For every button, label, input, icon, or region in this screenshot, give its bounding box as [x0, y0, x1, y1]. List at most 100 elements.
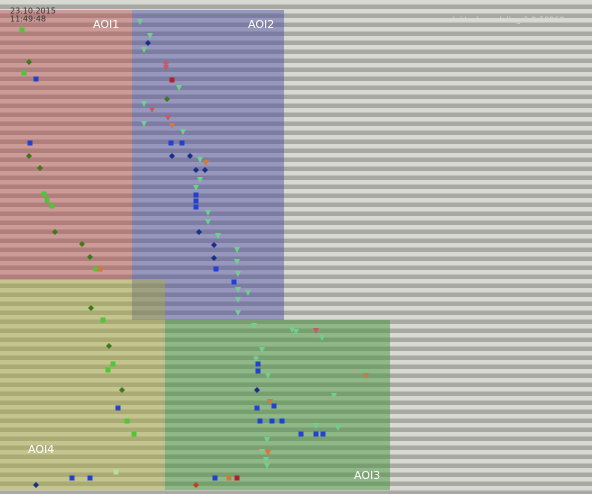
square-marker — [169, 77, 175, 83]
stripe — [0, 175, 592, 181]
stripe — [0, 13, 592, 19]
stripe — [0, 40, 592, 46]
stripe — [0, 27, 592, 32]
triangle-marker — [165, 115, 171, 121]
square-marker — [69, 475, 75, 481]
diamond-marker — [202, 167, 208, 173]
square-marker — [212, 475, 218, 481]
triangle-marker — [163, 65, 169, 71]
square-marker — [255, 361, 261, 367]
triangle-marker — [335, 425, 341, 431]
triangle-marker — [264, 463, 270, 469]
triangle-marker — [251, 323, 257, 329]
diamond-marker — [164, 96, 170, 102]
stripe — [0, 211, 592, 217]
stripe — [0, 301, 592, 307]
triangle-marker — [245, 290, 251, 296]
stripe — [0, 297, 592, 302]
square-marker — [168, 140, 174, 146]
stripe — [0, 76, 592, 82]
aoi-label: AOI4 — [28, 443, 54, 456]
stripe — [0, 220, 592, 226]
stripe — [0, 184, 592, 190]
fixation-markers — [19, 19, 369, 488]
square-marker — [113, 469, 119, 475]
triangle-marker — [313, 328, 319, 334]
triangle-marker — [363, 373, 369, 379]
stripe — [0, 22, 592, 28]
triangle-marker — [235, 297, 241, 303]
triangle-marker — [141, 121, 147, 127]
square-marker — [27, 140, 33, 146]
square-marker — [213, 266, 219, 272]
stripe — [0, 135, 592, 140]
diamond-marker — [33, 482, 39, 488]
triangle-marker — [205, 219, 211, 225]
square-marker — [97, 266, 103, 272]
triangle-marker — [267, 399, 273, 405]
stripe — [0, 256, 592, 262]
stripe — [0, 229, 592, 235]
triangle-marker — [234, 247, 240, 253]
square-marker — [19, 27, 25, 33]
triangle-marker — [137, 19, 143, 25]
triangle-marker — [197, 157, 203, 163]
square-marker — [41, 191, 47, 197]
stripe — [0, 36, 592, 41]
stripe — [0, 310, 592, 316]
square-marker — [313, 431, 319, 437]
square-marker — [87, 475, 93, 481]
stripe — [0, 274, 592, 280]
square-marker — [100, 317, 106, 323]
model-name: model task modeling 1.0:10969 — [437, 16, 565, 25]
triangle-marker — [313, 423, 319, 429]
stripe — [0, 103, 592, 109]
diamond-marker — [196, 229, 202, 235]
square-marker — [257, 418, 263, 424]
square-marker — [93, 266, 99, 272]
diamond-marker — [37, 165, 43, 171]
stripe — [0, 189, 592, 194]
stripe — [0, 126, 592, 131]
square-marker — [231, 279, 237, 285]
square-marker — [279, 418, 285, 424]
square-marker — [320, 431, 326, 437]
triangle-marker — [235, 310, 241, 316]
stripe — [0, 252, 592, 257]
stripe — [0, 94, 592, 100]
square-marker — [269, 418, 275, 424]
triangle-marker — [265, 450, 271, 456]
square-marker — [226, 475, 232, 481]
stripe — [0, 306, 592, 311]
date: 23.10.2015 — [10, 7, 56, 16]
square-marker — [193, 192, 199, 198]
stripe — [0, 490, 592, 494]
diamond-marker — [145, 40, 151, 46]
stripe — [0, 31, 592, 37]
stripe — [0, 315, 592, 320]
square-marker — [21, 70, 27, 76]
aoi-label: AOI3 — [354, 469, 380, 482]
diamond-marker — [52, 229, 58, 235]
stripe — [0, 139, 592, 145]
square-marker — [193, 198, 199, 204]
stripe — [0, 283, 592, 289]
triangle-marker — [193, 185, 199, 191]
stripe — [0, 72, 592, 77]
triangle-marker — [259, 347, 265, 353]
time: 11:49:48 — [10, 15, 46, 24]
stripe — [0, 108, 592, 113]
stripe — [0, 243, 592, 248]
triangle-marker — [289, 327, 295, 333]
stripe — [0, 58, 592, 64]
diamond-marker — [211, 255, 217, 261]
stripe — [0, 81, 592, 86]
diamond-marker — [106, 343, 112, 349]
diamond-marker — [193, 167, 199, 173]
stripe — [0, 121, 592, 127]
triangle-marker — [234, 259, 240, 265]
stripe — [0, 144, 592, 149]
square-marker — [44, 197, 50, 203]
triangle-marker — [149, 107, 155, 113]
stripe — [0, 238, 592, 244]
